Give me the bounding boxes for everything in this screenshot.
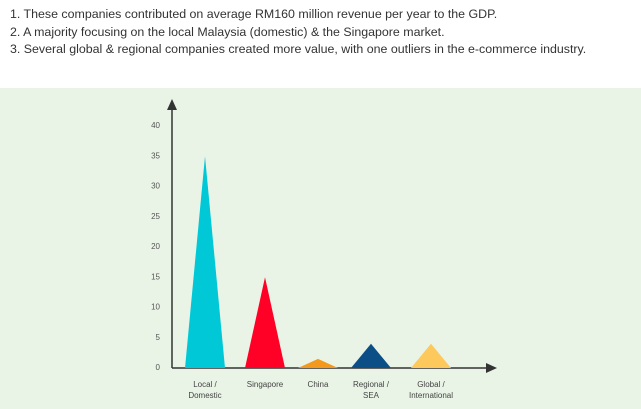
y-tick-label: 30 — [151, 182, 160, 191]
y-tick-label: 5 — [156, 333, 161, 342]
x-tick-label: China — [307, 380, 329, 389]
x-axis-arrow — [486, 363, 497, 373]
note: 3. Several global & regional companies c… — [10, 42, 587, 56]
peak — [351, 343, 391, 368]
x-tick-label: Global / International — [408, 380, 454, 400]
y-tick-label: 20 — [151, 242, 160, 251]
y-tick-label: 15 — [151, 272, 160, 281]
y-tick-label: 40 — [151, 121, 160, 130]
y-tick-label: 35 — [151, 151, 160, 160]
x-tick-label: Local / Domestic — [188, 380, 222, 400]
y-tick-label: 0 — [156, 363, 161, 372]
chart-panel — [0, 88, 641, 409]
note: 1. These companies contributed on averag… — [10, 7, 498, 21]
notes: 1. These companies contributed on averag… — [10, 6, 635, 59]
x-tick-label: Singapore — [246, 380, 284, 389]
x-tick-label: Regional / SEA — [352, 380, 390, 400]
peak — [298, 358, 338, 368]
y-tick-label: 10 — [151, 303, 160, 312]
note: 2. A majority focusing on the local Mala… — [10, 24, 445, 39]
y-tick-label: 25 — [151, 212, 160, 221]
peak — [185, 156, 225, 368]
peak — [245, 277, 285, 368]
y-axis-arrow — [167, 99, 177, 110]
peak — [411, 343, 451, 368]
